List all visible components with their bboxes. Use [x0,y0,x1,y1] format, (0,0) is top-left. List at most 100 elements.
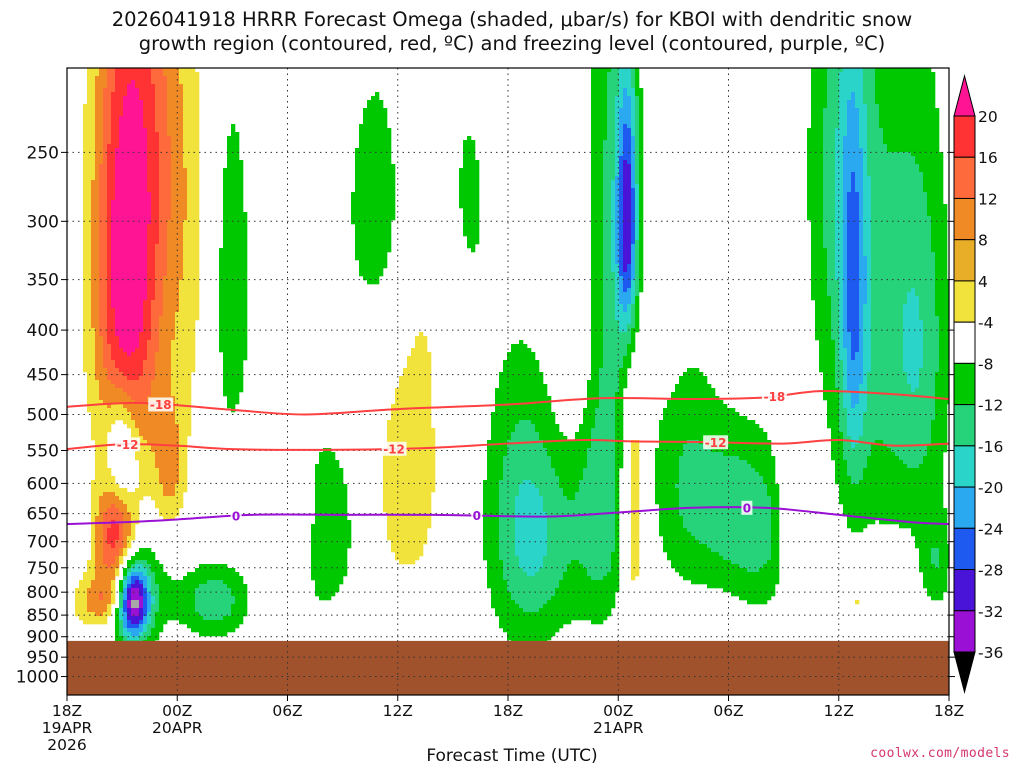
omega-cell [331,540,336,545]
omega-cell [363,188,368,193]
omega-cell [143,248,148,253]
omega-cell [243,300,248,305]
omega-cell [155,420,160,425]
omega-cell [135,180,140,185]
omega-cell [195,572,200,577]
omega-cell [127,200,132,205]
omega-cell [119,396,124,401]
omega-cell [115,272,120,277]
omega-cell [367,160,372,165]
omega-cell [363,112,368,117]
omega-cell [115,192,120,197]
omega-cell [235,360,240,365]
omega-cell [91,128,96,133]
omega-cell [227,572,232,577]
omega-cell [143,108,148,113]
omega-cell [111,236,116,241]
omega-cell [235,188,240,193]
omega-cell [79,600,84,605]
omega-cell [231,192,236,197]
omega-cell [103,272,108,277]
omega-cell [151,92,156,97]
omega-cell [183,400,188,405]
omega-cell [155,392,160,397]
omega-cell [111,512,116,517]
omega-cell [223,212,228,217]
omega-cell [167,352,172,357]
omega-cell [143,228,148,233]
omega-cell [243,340,248,345]
omega-cell [227,220,232,225]
omega-cell [387,160,392,165]
omega-cell [123,596,128,601]
omega-cell [223,184,228,189]
omega-cell [327,544,332,549]
omega-cell [155,80,160,85]
omega-cell [227,232,232,237]
omega-cell [391,192,396,197]
omega-cell [183,436,188,441]
omega-cell [327,468,332,473]
omega-cell [147,84,152,89]
omega-cell [179,468,184,473]
omega-cell [359,148,364,153]
omega-cell [243,216,248,221]
omega-cell [131,632,136,637]
omega-cell [231,140,236,145]
omega-cell [395,528,400,533]
omega-cell [191,180,196,185]
omega-cell [107,352,112,357]
omega-cell [319,564,324,569]
omega-cell [163,188,168,193]
omega-cell [123,144,128,149]
omega-cell [387,476,392,481]
omega-cell [159,68,164,73]
omega-cell [95,112,100,117]
omega-cell [119,380,124,385]
omega-cell [371,228,376,233]
omega-cell [107,80,112,85]
omega-cell [91,300,96,305]
omega-cell [235,228,240,233]
omega-cell [383,132,388,137]
omega-cell [135,360,140,365]
omega-cell [159,568,164,573]
omega-cell [179,604,184,609]
omega-cell [231,364,236,369]
omega-cell [127,348,132,353]
omega-cell [367,248,372,253]
omega-cell [103,312,108,317]
omega-cell [107,328,112,333]
omega-cell [99,340,104,345]
omega-cell [331,556,336,561]
omega-cell [99,288,104,293]
omega-cell [167,188,172,193]
omega-cell [231,124,236,129]
omega-cell [167,248,172,253]
omega-cell [131,508,136,513]
omega-cell [359,180,364,185]
omega-cell [239,168,244,173]
omega-cell [219,620,224,625]
omega-cell [159,248,164,253]
omega-cell [183,128,188,133]
omega-cell [187,364,192,369]
omega-cell [155,300,160,305]
omega-cell [135,568,140,573]
omega-cell [119,216,124,221]
omega-cell [107,280,112,285]
omega-cell [195,136,200,141]
omega-cell [231,336,236,341]
omega-cell [111,132,116,137]
omega-cell [83,108,88,113]
omega-cell [151,232,156,237]
omega-cell [175,140,180,145]
omega-cell [315,544,320,549]
omega-cell [319,468,324,473]
omega-cell [143,388,148,393]
omega-cell [91,356,96,361]
omega-cell [147,624,152,629]
omega-cell [95,388,100,393]
omega-cell [103,340,108,345]
omega-cell [91,572,96,577]
